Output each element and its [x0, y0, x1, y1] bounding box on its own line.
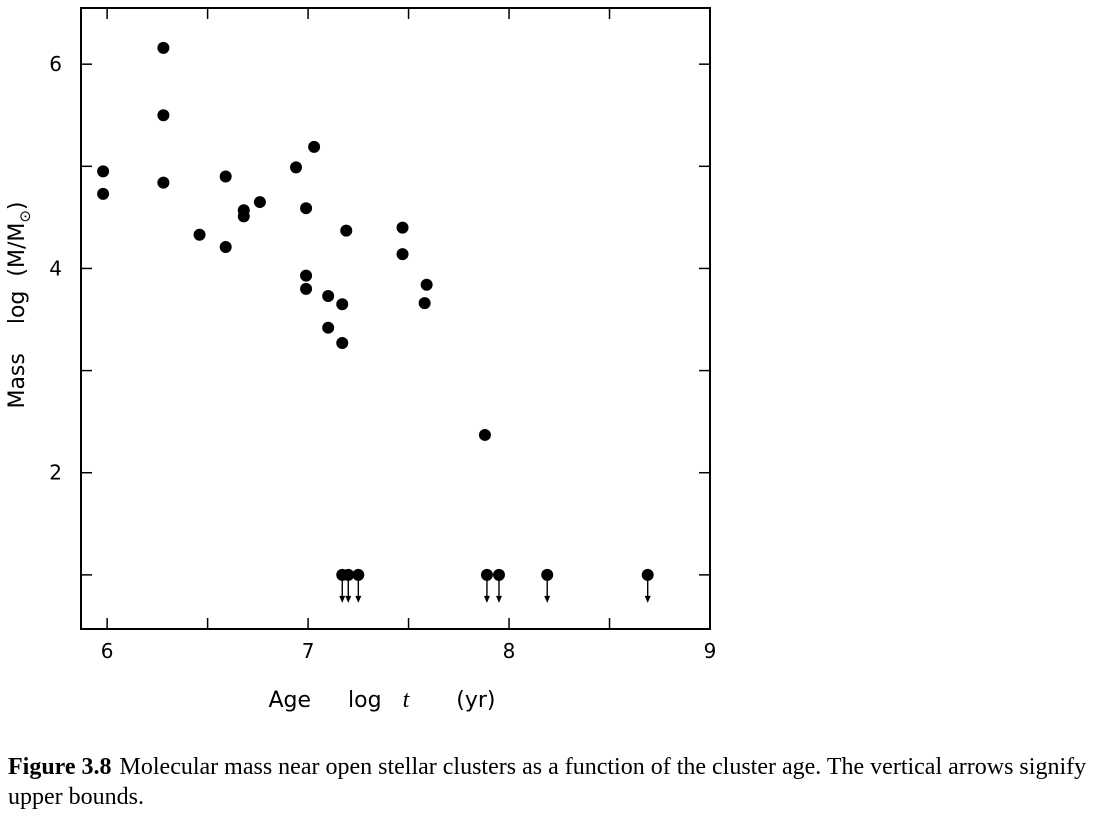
- figure-number: Figure 3.8: [8, 754, 112, 780]
- data-point: [300, 282, 313, 295]
- figure-caption: Figure 3.8 Molecular mass near open stell…: [8, 752, 1104, 812]
- data-point: [300, 202, 313, 215]
- x-axis-label-var: t: [403, 687, 411, 713]
- y-axis-label: Mass log (M/M⊙): [5, 201, 34, 408]
- plot-frame: [80, 7, 711, 630]
- y-axis-label-fn: log: [5, 291, 30, 325]
- upper-bound-arrow-head: [483, 595, 490, 603]
- data-point: [219, 170, 232, 183]
- data-point: [290, 161, 303, 174]
- data-point: [237, 210, 250, 223]
- y-tick-label: 6: [49, 52, 62, 76]
- data-point: [322, 290, 335, 303]
- data-point: [340, 224, 353, 237]
- data-point: [396, 248, 409, 261]
- x-tick-label: 7: [302, 639, 315, 663]
- data-point: [193, 228, 206, 241]
- x-tick-label: 6: [101, 639, 114, 663]
- y-tick-label: 4: [49, 256, 62, 280]
- upper-bound-arrow-head: [644, 595, 651, 603]
- data-point: [322, 321, 335, 334]
- upper-bound-arrow-head: [345, 595, 352, 603]
- y-tick-label: 2: [49, 461, 62, 485]
- data-point: [253, 196, 266, 209]
- data-point: [396, 221, 409, 234]
- x-tick-label: 9: [704, 639, 717, 663]
- data-point: [418, 297, 431, 310]
- upper-bound-arrow-head: [495, 595, 502, 603]
- x-axis-label-fn: log: [348, 688, 382, 713]
- upper-bound-points: [336, 568, 654, 603]
- scatter-chart: 6 7 8 9 2 4 6 Age log t (yr) Mass log (M/M⊙): [5, 7, 716, 713]
- upper-bound-arrow-head: [544, 595, 551, 603]
- data-point: [157, 41, 170, 54]
- y-axis-label-close: ): [5, 201, 30, 210]
- y-axis-label-prefix: Mass: [5, 353, 30, 408]
- upper-bound-arrow-head: [339, 595, 346, 603]
- x-axis-label: Age log t (yr): [268, 687, 495, 713]
- caption-text: Molecular mass near open stellar cluster…: [8, 754, 1087, 810]
- data-point: [219, 241, 232, 254]
- data-point: [157, 176, 170, 189]
- data-point: [157, 109, 170, 122]
- data-point: [336, 337, 349, 350]
- data-point: [97, 187, 110, 200]
- tick-labels: 6 7 8 9 2 4 6: [49, 52, 716, 663]
- data-point: [300, 269, 313, 282]
- data-point: [97, 165, 110, 178]
- data-point: [336, 298, 349, 311]
- data-point: [308, 140, 321, 153]
- data-point: [420, 278, 433, 291]
- y-axis-label-sub: ⊙: [16, 210, 34, 223]
- data-points: [97, 41, 491, 441]
- data-point: [478, 428, 491, 441]
- x-axis-label-unit: (yr): [456, 688, 495, 713]
- y-axis-label-inner: (M/M: [5, 223, 30, 277]
- upper-bound-arrow-head: [355, 595, 362, 603]
- axis-ticks: [81, 8, 711, 629]
- x-tick-label: 8: [503, 639, 516, 663]
- x-axis-label-prefix: Age: [268, 688, 311, 713]
